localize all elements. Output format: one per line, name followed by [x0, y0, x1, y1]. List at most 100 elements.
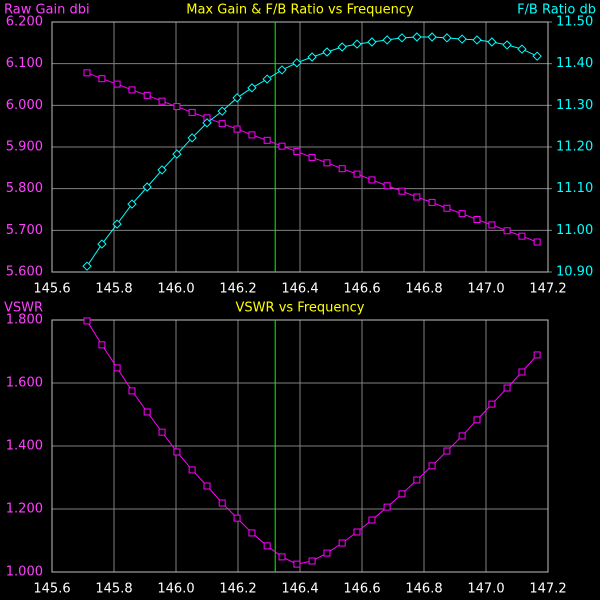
x-tick-label: 146.4 [281, 582, 318, 597]
data-point [473, 216, 481, 223]
x-tick-label: 147.0 [467, 282, 504, 297]
data-point [278, 553, 286, 561]
y-tick-label: 1.600 [6, 376, 43, 391]
data-point [128, 387, 136, 395]
data-point [292, 58, 302, 68]
data-point [428, 462, 436, 470]
data-point [353, 528, 361, 536]
data-point [262, 74, 272, 84]
data-point [143, 408, 151, 416]
x-tick-label: 146.6 [343, 582, 380, 597]
x-tick-label: 146.2 [219, 582, 256, 597]
y-tick-label: 6.200 [6, 15, 43, 30]
data-point [293, 148, 301, 156]
chart-title: VSWR vs Frequency [236, 301, 365, 316]
data-point [143, 91, 151, 99]
y2-tick-label: 11.20 [556, 140, 593, 155]
data-point [128, 86, 136, 94]
data-point [518, 368, 526, 376]
x-tick-label: 146.8 [405, 282, 442, 297]
data-point [353, 170, 361, 178]
x-tick-label: 146.2 [219, 282, 256, 297]
data-point [383, 503, 391, 511]
data-point [308, 153, 316, 161]
data-point [173, 448, 181, 456]
data-point [232, 93, 242, 103]
data-point [218, 499, 226, 507]
data-point [458, 210, 466, 218]
data-point [457, 34, 467, 44]
data-point [322, 47, 332, 57]
data-point [503, 227, 511, 235]
data-point [382, 35, 392, 45]
data-point [368, 516, 376, 524]
x-tick-label: 147.2 [529, 282, 566, 297]
data-point [323, 549, 331, 557]
y-tick-label: 5.700 [6, 223, 43, 238]
data-point [533, 238, 541, 246]
data-point [533, 351, 541, 359]
x-tick-label: 146.6 [343, 282, 380, 297]
data-point [323, 159, 331, 167]
data-point [188, 466, 196, 474]
data-point [397, 33, 407, 43]
data-point [443, 447, 451, 455]
data-point [518, 232, 526, 240]
data-point [218, 120, 226, 128]
data-point [173, 103, 181, 111]
y-tick-label: 6.100 [6, 56, 43, 71]
data-point [202, 118, 212, 128]
plot-frame [51, 21, 549, 273]
x-tick-label: 147.0 [467, 582, 504, 597]
y2-tick-label: 11.10 [556, 181, 593, 196]
y-tick-label: 5.800 [6, 181, 43, 196]
data-point [413, 193, 421, 201]
x-tick-label: 145.8 [95, 282, 132, 297]
data-point [82, 261, 92, 271]
data-point [97, 239, 107, 249]
data-point [188, 108, 196, 116]
data-point [338, 165, 346, 173]
data-point [277, 65, 287, 75]
chart-title: Max Gain & F/B Ratio vs Frequency [186, 3, 414, 18]
data-point [233, 125, 241, 133]
x-tick-label: 146.4 [281, 282, 318, 297]
y2-tick-label: 11.00 [556, 223, 593, 238]
data-point [158, 97, 166, 105]
data-point [502, 40, 512, 50]
data-point [458, 432, 466, 440]
y-tick-label: 1.800 [6, 313, 43, 328]
data-point [398, 490, 406, 498]
y-tick-label: 1.200 [6, 502, 43, 517]
data-point [308, 557, 316, 565]
y2-axis-label: F/B Ratio db [517, 3, 596, 18]
data-point [368, 176, 376, 184]
y2-tick-label: 11.50 [556, 15, 593, 30]
data-point [337, 42, 347, 52]
y2-tick-label: 11.30 [556, 98, 593, 113]
data-point [352, 39, 362, 49]
x-tick-label: 145.6 [33, 582, 70, 597]
data-point [443, 204, 451, 212]
y-tick-label: 5.600 [6, 265, 43, 280]
data-point [83, 69, 91, 77]
x-tick-label: 145.6 [33, 282, 70, 297]
data-point [98, 75, 106, 83]
data-point [263, 136, 271, 144]
data-point [398, 187, 406, 195]
data-point [113, 80, 121, 88]
data-point [157, 165, 167, 175]
data-point [172, 149, 182, 159]
data-point [488, 221, 496, 229]
data-point [442, 33, 452, 43]
data-point [187, 133, 197, 143]
x-tick-label: 146.8 [405, 582, 442, 597]
data-point [517, 44, 527, 54]
data-point [412, 32, 422, 42]
y2-tick-label: 11.40 [556, 56, 593, 71]
data-point [367, 37, 377, 47]
data-point [83, 317, 91, 325]
y-tick-label: 1.400 [6, 439, 43, 454]
